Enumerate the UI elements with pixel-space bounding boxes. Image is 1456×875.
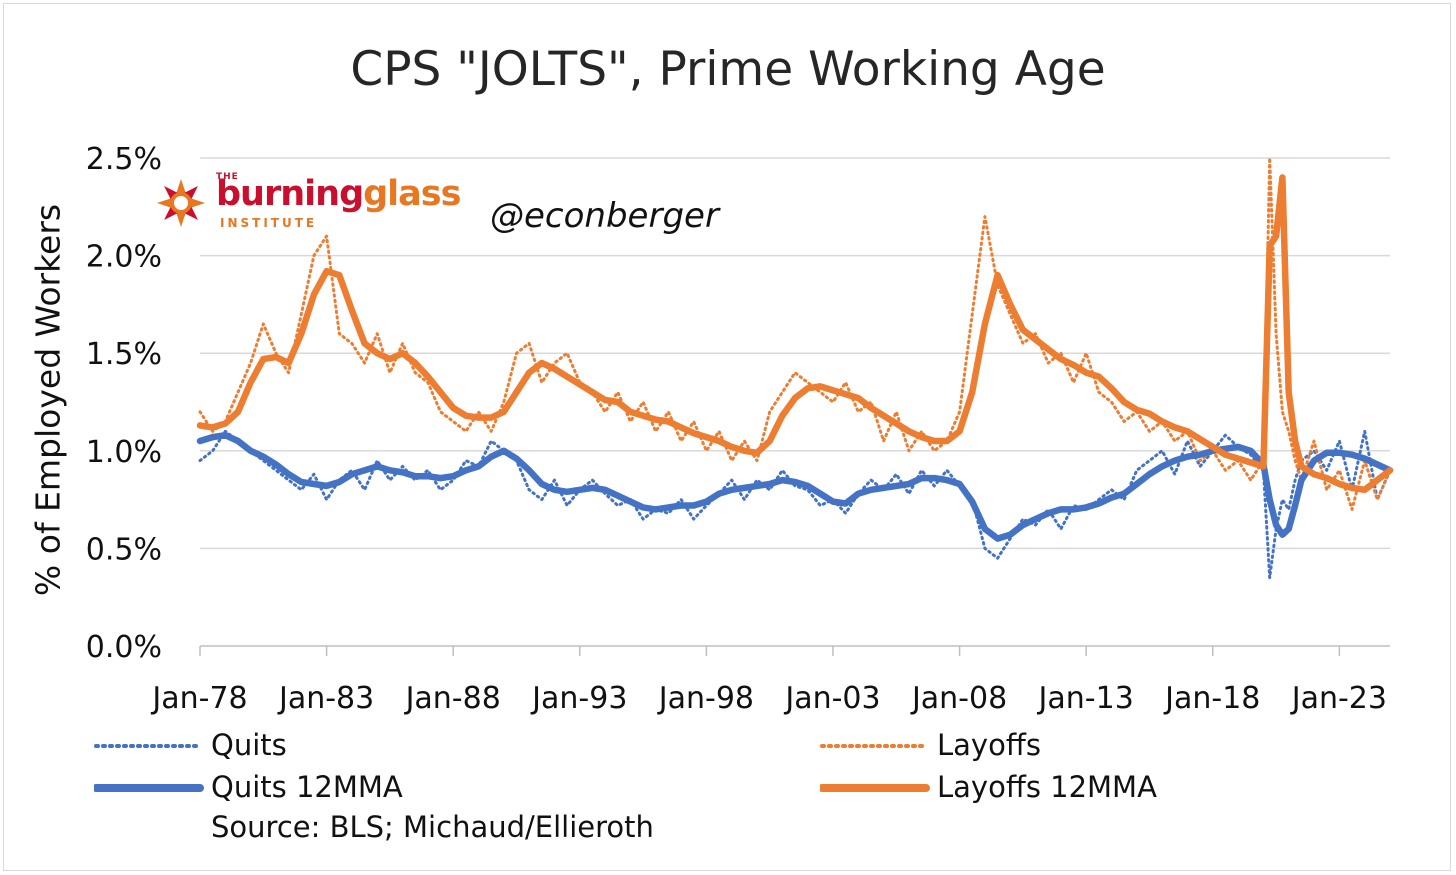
sunburst-icon <box>157 179 205 227</box>
y-tick-label: 1.5% <box>86 337 162 372</box>
x-tick-label: Jan-08 <box>910 681 1007 716</box>
logo-institute: INSTITUTE <box>220 216 318 230</box>
series-line-layoffs-12mma <box>196 174 1394 494</box>
logo-burning: burning <box>216 174 364 214</box>
legend-swatch-quits-12mma <box>94 784 204 792</box>
series-line-quits-12mma <box>196 431 1394 542</box>
legend-item-layoffs-12mma: Layoffs 12MMA <box>820 770 1220 806</box>
logo-glass: glass <box>363 174 461 214</box>
legend-swatch-layoffs-12mma <box>820 784 930 792</box>
legend-label-layoffs: Layoffs <box>937 728 1041 762</box>
x-tick-label: Jan-93 <box>530 681 627 716</box>
y-tick-label: 2.5% <box>86 142 162 177</box>
logo-wordmark: burningglass <box>216 174 461 214</box>
legend-label-quits: Quits <box>211 728 287 762</box>
source-note: Source: BLS; Michaud/Ellieroth <box>211 810 654 844</box>
x-tick-label: Jan-83 <box>277 681 374 716</box>
y-tick-labels: 0.0% 0.5% 1.0% 1.5% 2.0% 2.5% <box>86 142 162 665</box>
y-tick-label: 0.5% <box>86 532 162 567</box>
chart-title: CPS "JOLTS", Prime Working Age <box>350 42 1106 97</box>
x-tick-label: Jan-98 <box>657 681 754 716</box>
y-tick-label: 0.0% <box>86 630 162 665</box>
x-tick-label: Jan-23 <box>1290 681 1387 716</box>
legend-swatch-layoffs <box>820 744 928 748</box>
chart-frame <box>3 3 1451 871</box>
logo-the: THE <box>216 172 239 182</box>
y-tick-label: 1.0% <box>86 435 162 470</box>
x-tick-labels: Jan-78 Jan-83 Jan-88 Jan-93 Jan-98 Jan-03 Jan-… <box>150 681 1387 716</box>
legend-label-quits-12mma: Quits 12MMA <box>211 770 403 804</box>
legend-item-layoffs: Layoffs <box>820 728 1220 764</box>
x-tick-label: Jan-18 <box>1163 681 1260 716</box>
twitter-handle: @econberger <box>490 196 719 236</box>
burning-glass-logo: THE burningglass INSTITUTE <box>156 172 486 236</box>
legend-item-quits-12mma: Quits 12MMA <box>94 770 494 806</box>
legend-swatch-quits <box>94 744 202 748</box>
x-tick-label: Jan-88 <box>404 681 501 716</box>
x-tick-label: Jan-78 <box>150 681 247 716</box>
legend-label-layoffs-12mma: Layoffs 12MMA <box>937 770 1157 804</box>
x-tick-label: Jan-03 <box>783 681 880 716</box>
gridlines <box>199 157 1390 656</box>
x-tick-label: Jan-13 <box>1037 681 1134 716</box>
legend-item-quits: Quits <box>94 728 494 764</box>
y-tick-label: 2.0% <box>86 240 162 275</box>
series-lines <box>196 156 1394 580</box>
